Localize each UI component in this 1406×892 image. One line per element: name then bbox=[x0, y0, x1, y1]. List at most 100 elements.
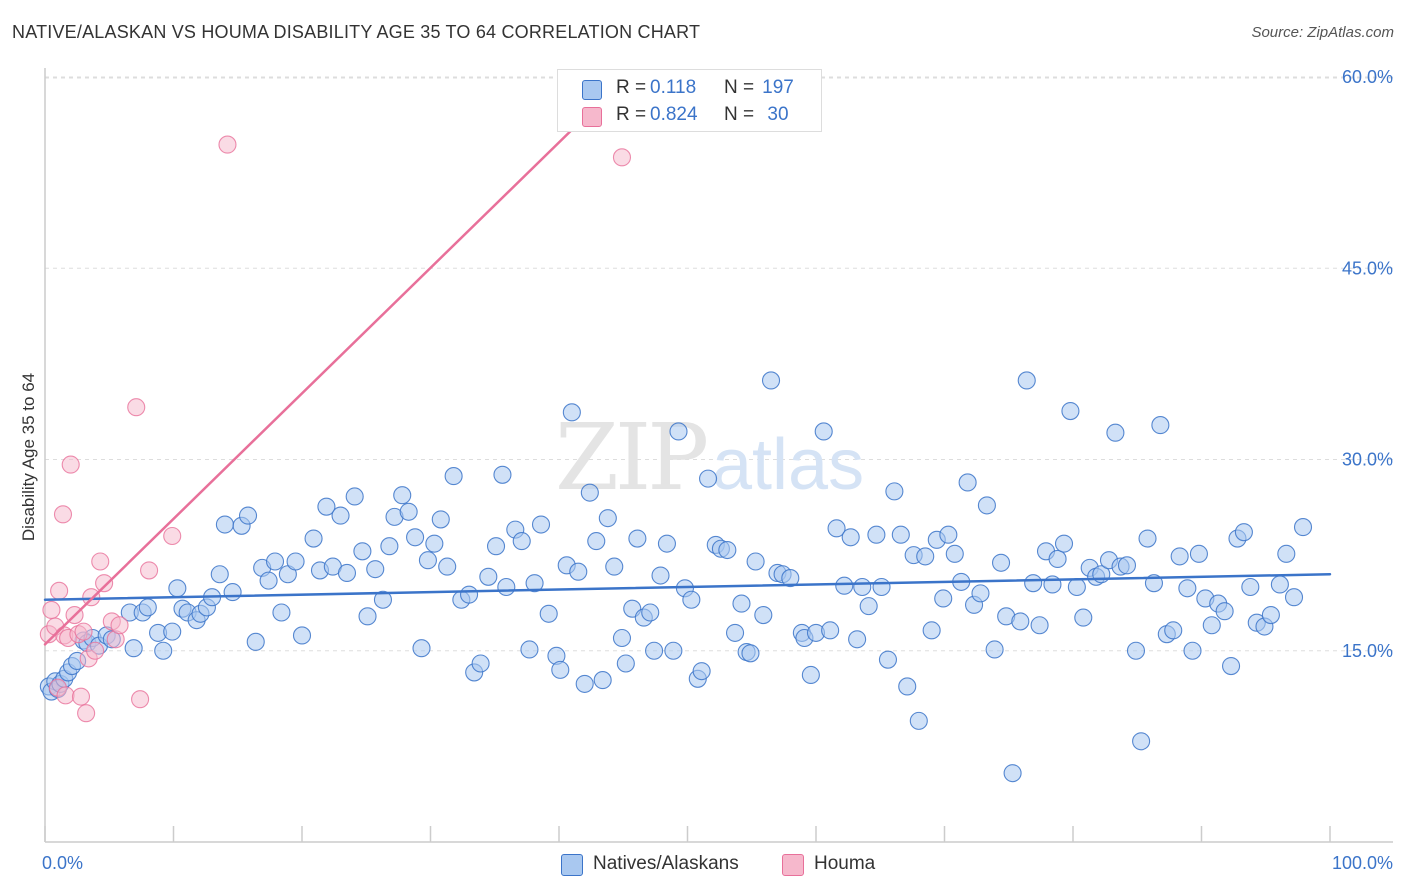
series-natives-alaskans bbox=[39, 371, 1313, 783]
point-natives-113 bbox=[754, 605, 773, 625]
legend-n-label: N = bbox=[724, 104, 755, 125]
legend-row-natives: R = 0.118 N = 197 bbox=[558, 75, 821, 101]
point-natives-44 bbox=[317, 497, 336, 516]
point-natives-180 bbox=[1183, 641, 1202, 660]
point-natives-56 bbox=[399, 502, 418, 521]
point-natives-135 bbox=[898, 677, 917, 696]
legend-r-label: R = bbox=[616, 104, 647, 125]
legend-swatch-natives bbox=[582, 80, 602, 100]
point-natives-65 bbox=[459, 585, 479, 604]
x-tick-label-min: 0.0% bbox=[42, 853, 83, 873]
point-natives-79 bbox=[551, 660, 570, 679]
point-natives-67 bbox=[471, 654, 490, 673]
point-natives-183 bbox=[1202, 616, 1221, 635]
trend-line-houma bbox=[43, 84, 619, 646]
x-tick-label-max: 100.0% bbox=[1332, 853, 1393, 873]
point-natives-21 bbox=[163, 622, 182, 641]
point-natives-30 bbox=[215, 515, 234, 534]
point-natives-181 bbox=[1189, 544, 1208, 563]
point-natives-57 bbox=[406, 528, 425, 547]
point-natives-127 bbox=[848, 630, 867, 649]
point-houma-5 bbox=[53, 505, 73, 524]
point-natives-22 bbox=[168, 579, 187, 598]
point-natives-86 bbox=[593, 671, 612, 690]
point-natives-52 bbox=[373, 590, 393, 609]
stats-legend: R = 0.118 N = 197 R = 0.824 N = 30 bbox=[557, 69, 822, 132]
point-natives-128 bbox=[853, 577, 872, 597]
point-natives-125 bbox=[835, 576, 854, 595]
point-natives-145 bbox=[958, 473, 977, 492]
point-natives-89 bbox=[612, 628, 632, 648]
point-natives-194 bbox=[1277, 544, 1296, 563]
point-natives-150 bbox=[991, 553, 1011, 572]
point-natives-149 bbox=[985, 640, 1004, 659]
point-natives-172 bbox=[1132, 732, 1151, 751]
y-tick-label-1: 30.0% bbox=[1342, 450, 1393, 470]
point-natives-120 bbox=[801, 665, 820, 685]
point-natives-148 bbox=[977, 496, 996, 515]
point-natives-90 bbox=[616, 654, 635, 673]
point-natives-33 bbox=[238, 506, 258, 525]
point-natives-92 bbox=[628, 529, 647, 548]
point-natives-131 bbox=[872, 577, 891, 597]
point-natives-163 bbox=[1074, 608, 1093, 627]
point-natives-134 bbox=[891, 525, 910, 544]
point-natives-58 bbox=[412, 639, 431, 658]
point-natives-189 bbox=[1241, 577, 1260, 597]
point-natives-159 bbox=[1048, 549, 1067, 569]
point-natives-101 bbox=[682, 590, 701, 609]
point-natives-160 bbox=[1054, 534, 1074, 553]
point-natives-96 bbox=[651, 566, 670, 585]
point-natives-48 bbox=[345, 487, 364, 506]
point-natives-16 bbox=[124, 639, 143, 658]
y-axis-title: Disability Age 35 to 64 bbox=[19, 373, 38, 541]
point-natives-99 bbox=[669, 422, 688, 441]
point-natives-139 bbox=[922, 621, 941, 640]
point-natives-123 bbox=[821, 621, 840, 640]
point-natives-53 bbox=[380, 537, 399, 556]
point-houma-22 bbox=[110, 616, 129, 635]
bottom-legend-swatch-houma bbox=[782, 854, 804, 876]
point-houma-19 bbox=[95, 574, 114, 593]
point-natives-51 bbox=[366, 560, 385, 579]
chart-source: Source: ZipAtlas.com bbox=[1251, 24, 1394, 41]
point-natives-95 bbox=[645, 641, 664, 660]
point-natives-114 bbox=[761, 371, 781, 390]
point-natives-34 bbox=[246, 632, 265, 651]
trend-line-natives bbox=[43, 573, 1332, 601]
point-natives-185 bbox=[1215, 602, 1234, 621]
point-natives-68 bbox=[479, 567, 498, 586]
point-natives-130 bbox=[867, 525, 886, 544]
gridlines bbox=[45, 76, 1393, 652]
point-natives-126 bbox=[841, 528, 860, 547]
point-natives-40 bbox=[286, 552, 305, 571]
point-natives-138 bbox=[916, 547, 935, 566]
point-houma-27 bbox=[218, 135, 237, 154]
point-natives-18 bbox=[138, 598, 157, 617]
legend-swatch-houma bbox=[582, 107, 602, 127]
point-natives-81 bbox=[562, 403, 581, 422]
point-natives-83 bbox=[575, 674, 594, 693]
point-houma-9 bbox=[61, 455, 80, 474]
watermark-atlas: atlas bbox=[712, 425, 864, 505]
point-natives-173 bbox=[1138, 529, 1157, 548]
point-natives-42 bbox=[304, 529, 323, 548]
point-houma-4 bbox=[50, 581, 69, 600]
bottom-legend-label-natives: Natives/Alaskans bbox=[593, 853, 739, 874]
point-natives-112 bbox=[746, 552, 765, 571]
point-natives-156 bbox=[1030, 616, 1049, 635]
chart-title: NATIVE/ALASKAN VS HOUMA DISABILITY AGE 3… bbox=[12, 22, 701, 42]
point-natives-37 bbox=[265, 552, 285, 571]
point-natives-179 bbox=[1178, 579, 1197, 598]
bottom-legend-label-houma: Houma bbox=[814, 853, 876, 874]
point-houma-25 bbox=[140, 561, 159, 580]
point-houma-16 bbox=[82, 588, 101, 607]
point-houma-1 bbox=[42, 600, 61, 620]
point-natives-29 bbox=[210, 565, 229, 584]
point-natives-171 bbox=[1126, 641, 1146, 660]
watermark: ZIP atlas bbox=[555, 404, 864, 511]
point-houma-17 bbox=[86, 641, 105, 660]
point-natives-41 bbox=[292, 626, 312, 645]
point-natives-62 bbox=[438, 557, 457, 576]
